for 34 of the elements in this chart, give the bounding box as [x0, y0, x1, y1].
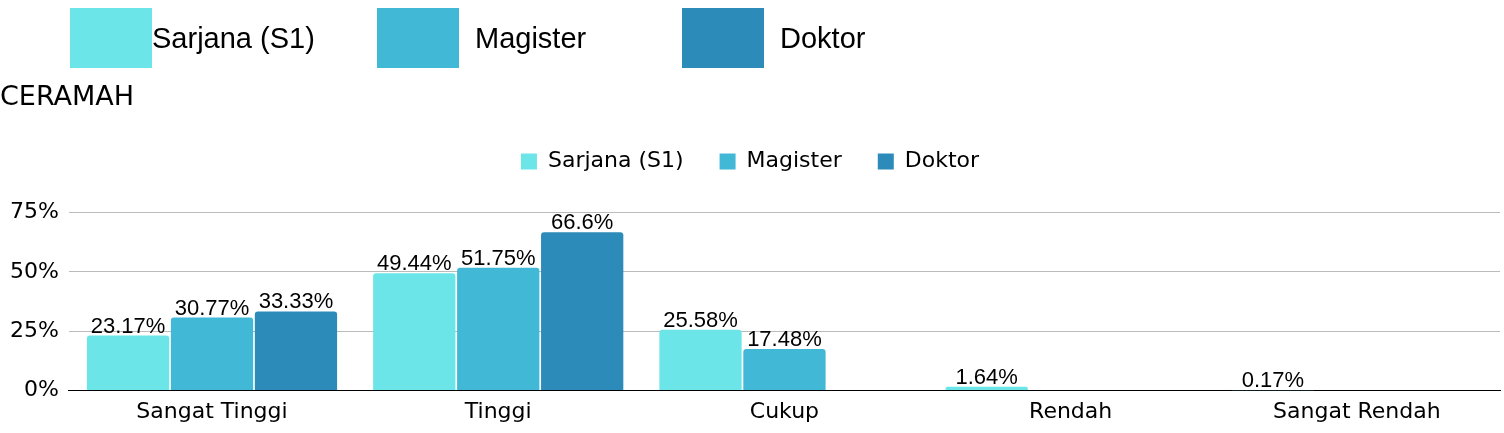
text: Doktor: [904, 147, 980, 173]
data-label: 30.77%: [174, 294, 250, 320]
y-tick-label: 50%: [9, 257, 59, 283]
x-tick-label: Sangat Tinggi: [136, 397, 288, 423]
data-label: 51.75%: [460, 244, 536, 270]
x-tick-label: Rendah: [1029, 397, 1113, 423]
legend-label: Doktor: [780, 21, 866, 55]
bar: [457, 267, 540, 391]
x-tick-label: Sangat Rendah: [1273, 397, 1441, 423]
bar: [170, 317, 254, 391]
bar: [86, 335, 170, 391]
y-tick-label: 0%: [23, 376, 59, 402]
bar: [254, 311, 338, 391]
text: Sarjana (S1): [152, 21, 315, 54]
data-label: 33.33%: [258, 288, 334, 314]
bar: [373, 273, 456, 391]
x-tick-label: Cukup: [749, 397, 820, 423]
bar: [541, 232, 624, 391]
bar: [659, 329, 742, 391]
data-label: 23.17%: [90, 312, 166, 338]
data-label: 25.58%: [663, 306, 738, 332]
x-tick-label: Tinggi: [463, 397, 532, 423]
data-label: 49.44%: [376, 250, 452, 276]
legend-label: Sarjana (S1): [547, 147, 684, 173]
data-label: 0.17%: [1241, 367, 1305, 393]
data-label: 17.48%: [747, 326, 822, 352]
legend-label: Magister: [746, 147, 843, 173]
data-label: 66.6%: [550, 209, 614, 235]
bar: [743, 349, 826, 391]
chart-title: CERAMAH: [0, 80, 135, 112]
data-label: 1.64%: [955, 363, 1018, 389]
y-tick-label: 75%: [9, 198, 59, 224]
text: Magister: [475, 21, 587, 54]
y-tick-label: 25%: [9, 316, 59, 342]
